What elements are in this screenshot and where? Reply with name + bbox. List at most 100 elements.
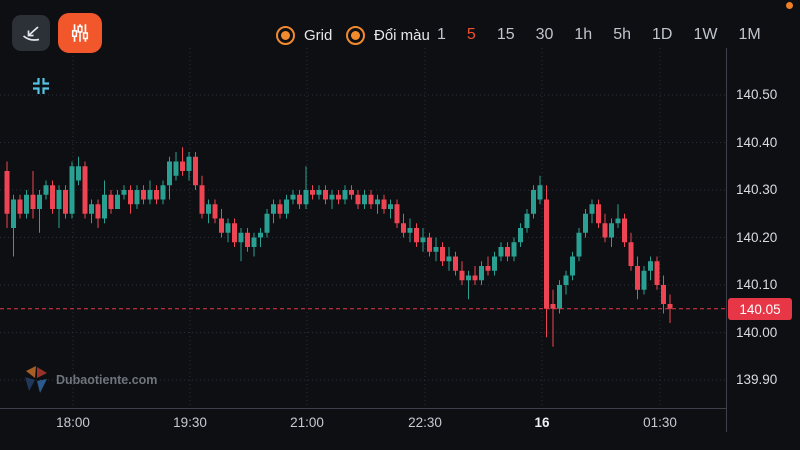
- timeframe-button-15[interactable]: 15: [496, 26, 515, 43]
- candle-body: [583, 213, 588, 233]
- candle-body: [563, 275, 569, 285]
- candle-body: [271, 204, 276, 214]
- candle-body: [277, 204, 283, 214]
- candle-body: [589, 204, 595, 214]
- candle-body: [453, 256, 458, 271]
- grid-toggle[interactable]: Grid: [276, 26, 332, 45]
- candle-body: [69, 166, 75, 214]
- timeframe-button-5[interactable]: 5: [466, 26, 476, 43]
- candle-body: [557, 285, 562, 309]
- candle-body: [355, 194, 361, 205]
- candle-body: [245, 232, 250, 247]
- timeframe-button-5h[interactable]: 5h: [613, 26, 631, 43]
- candle-body: [50, 185, 55, 209]
- candles-sliders-icon: [71, 24, 89, 42]
- candle-body: [56, 190, 62, 209]
- candle-body: [89, 204, 94, 214]
- candle-body: [362, 194, 367, 205]
- candle-body: [420, 237, 426, 243]
- price-tick-label: 140.40: [736, 134, 778, 150]
- candle-body: [466, 275, 471, 281]
- candle-body: [518, 228, 523, 243]
- line-chart-icon: [22, 26, 40, 41]
- candle-body: [472, 275, 478, 281]
- candle-body: [531, 190, 536, 214]
- candle-body: [186, 156, 192, 171]
- candle-body: [492, 256, 497, 271]
- grid-toggle-label: Grid: [304, 27, 333, 44]
- timeframe-selector: 1 5 15 30 1h 5h 1D 1W 1M: [437, 24, 761, 46]
- candle-body: [206, 204, 211, 214]
- timeframe-button-1D[interactable]: 1D: [652, 26, 673, 43]
- crosshair-icon[interactable]: [29, 74, 53, 103]
- candle-body: [407, 228, 413, 233]
- candle-body: [667, 304, 673, 309]
- candle-body: [485, 266, 491, 271]
- candle-body: [401, 223, 406, 233]
- chart-type-button[interactable]: [12, 15, 50, 51]
- candle-body: [505, 247, 510, 257]
- candle-body: [342, 190, 348, 200]
- time-tick-label: 19:30: [173, 415, 207, 430]
- candle-body: [349, 190, 354, 195]
- candle-body: [30, 194, 36, 209]
- timeframe-button-1W[interactable]: 1W: [693, 26, 718, 43]
- candle-body: [199, 185, 205, 214]
- watermark: Dubaotiente.com: [23, 365, 157, 395]
- candle-body: [173, 161, 179, 176]
- candle-body: [193, 156, 198, 186]
- candle-body: [128, 190, 133, 205]
- candle-body: [238, 232, 244, 243]
- change-color-toggle[interactable]: Đổi màu: [346, 26, 430, 45]
- candle-body: [121, 190, 127, 195]
- candle-body: [290, 194, 296, 200]
- candle-body: [297, 194, 302, 205]
- candle-body: [615, 218, 621, 224]
- candle-body: [388, 204, 393, 209]
- candle-body: [550, 304, 556, 309]
- time-tick-label: 21:00: [290, 415, 324, 430]
- candle-body: [225, 223, 231, 233]
- candle-body: [323, 190, 328, 200]
- candle-body: [628, 242, 634, 266]
- candle-body: [511, 242, 517, 257]
- candle-body: [115, 194, 120, 209]
- candle-body: [147, 190, 153, 200]
- price-tick-label: 140.00: [736, 324, 778, 340]
- candle-body: [82, 166, 88, 214]
- candle-body: [251, 237, 257, 247]
- time-tick-label: 01:30: [643, 415, 677, 430]
- candle-body: [108, 194, 114, 209]
- candle-body: [570, 256, 575, 276]
- candle-body: [95, 204, 101, 219]
- candle-body: [37, 194, 42, 209]
- color-radio-icon: [346, 26, 365, 45]
- candle-body: [43, 185, 49, 195]
- timeframe-button-30[interactable]: 30: [535, 26, 554, 43]
- candle-body: [232, 223, 237, 243]
- candle-body: [654, 261, 660, 285]
- candle-body: [622, 218, 627, 243]
- price-tick-label: 140.20: [736, 229, 778, 245]
- time-tick-label: 16: [534, 415, 550, 430]
- price-tick-label: 140.30: [736, 182, 778, 197]
- timeframe-button-1h[interactable]: 1h: [574, 26, 593, 43]
- candle-body: [544, 199, 549, 309]
- candle-body: [17, 199, 23, 214]
- timeframe-button-1M[interactable]: 1M: [738, 26, 761, 43]
- candlestick-mode-button[interactable]: [58, 13, 102, 53]
- candle-body: [635, 266, 640, 290]
- candle-body: [524, 213, 530, 228]
- time-tick-label: 22:30: [408, 415, 442, 430]
- candle-body: [498, 247, 504, 257]
- candle-body: [258, 232, 263, 238]
- candle-body: [394, 204, 400, 224]
- candle-body: [76, 166, 81, 181]
- candle-body: [284, 199, 289, 214]
- candle-body: [310, 190, 315, 195]
- timeframe-button-1[interactable]: 1: [437, 26, 446, 43]
- price-tick-label: 139.90: [736, 372, 778, 387]
- time-tick-label: 18:00: [56, 415, 90, 430]
- candle-body: [303, 190, 309, 205]
